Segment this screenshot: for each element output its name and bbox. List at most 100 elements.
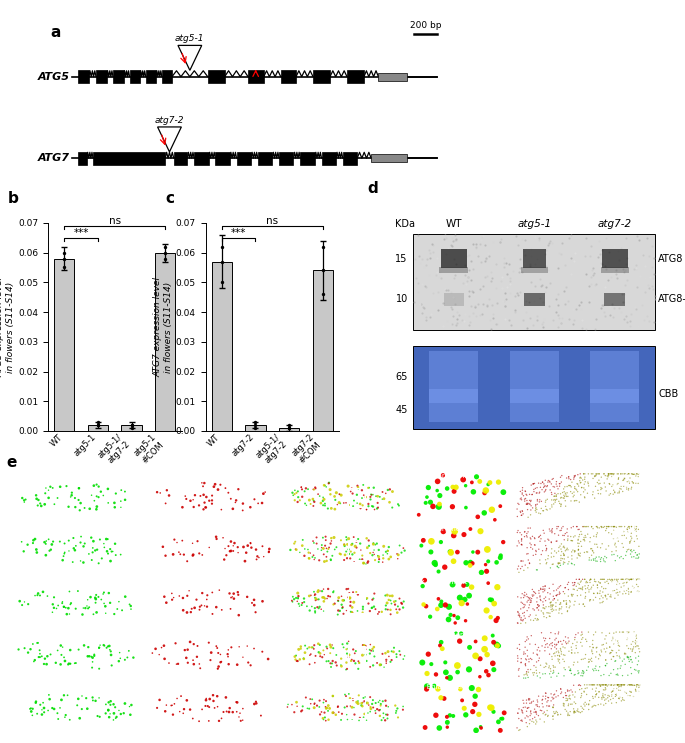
Bar xyxy=(93,152,165,164)
Bar xyxy=(300,152,314,164)
Point xyxy=(574,520,585,532)
Point xyxy=(534,399,545,411)
Point xyxy=(470,222,481,234)
Point xyxy=(656,556,667,568)
Point xyxy=(676,293,685,305)
Point xyxy=(465,441,476,453)
Point xyxy=(625,501,636,513)
Point xyxy=(646,496,657,507)
Point xyxy=(662,234,673,246)
Point xyxy=(610,418,621,430)
Point xyxy=(407,510,418,522)
Point xyxy=(676,459,685,471)
Point xyxy=(637,302,648,314)
Point xyxy=(551,471,562,483)
Point xyxy=(653,348,664,360)
Point xyxy=(677,301,685,313)
Point xyxy=(513,500,524,512)
Point xyxy=(663,220,674,232)
Point xyxy=(654,401,665,413)
Point xyxy=(406,472,417,484)
Point xyxy=(471,284,482,296)
Point xyxy=(658,245,669,257)
Point xyxy=(582,482,593,494)
Point xyxy=(680,346,685,358)
Point xyxy=(664,251,675,263)
Point xyxy=(622,478,633,490)
Bar xyxy=(342,152,357,164)
Point xyxy=(287,474,298,486)
Point xyxy=(658,593,669,605)
Point xyxy=(565,314,576,326)
Text: rs=0.06: rs=0.06 xyxy=(610,638,641,647)
Bar xyxy=(590,389,639,403)
Point xyxy=(300,539,311,551)
Point xyxy=(660,270,671,282)
Point xyxy=(634,482,645,494)
Point xyxy=(603,414,614,426)
Point xyxy=(679,467,685,479)
Point xyxy=(537,337,548,349)
Point xyxy=(628,315,639,327)
Point xyxy=(630,519,640,531)
Point xyxy=(593,182,603,194)
Point xyxy=(397,270,408,282)
Point xyxy=(436,428,447,440)
Point xyxy=(369,436,380,448)
Text: UBQ-GFP-ATG5: UBQ-GFP-ATG5 xyxy=(10,473,62,479)
Point xyxy=(414,450,425,462)
Point xyxy=(632,495,643,507)
Point xyxy=(628,418,639,430)
Point xyxy=(584,320,595,332)
Point xyxy=(489,234,500,246)
Point xyxy=(671,373,682,385)
Point xyxy=(646,403,657,415)
Point xyxy=(682,409,685,421)
Point xyxy=(323,463,334,475)
Point xyxy=(670,318,681,330)
Point xyxy=(608,308,619,320)
Text: rp=0.32: rp=0.32 xyxy=(610,526,641,535)
Point xyxy=(410,502,421,513)
Point xyxy=(664,285,675,297)
Point xyxy=(681,321,685,333)
Bar xyxy=(414,235,655,330)
Point xyxy=(185,354,196,366)
Point xyxy=(514,356,525,368)
Text: rp=0.71: rp=0.71 xyxy=(610,473,641,482)
Point xyxy=(488,239,499,251)
Y-axis label: ATG5 expression level
in flowers (S11-S14): ATG5 expression level in flowers (S11-S1… xyxy=(0,277,15,377)
Point xyxy=(658,324,669,336)
Point xyxy=(494,434,505,446)
Point xyxy=(403,314,414,325)
Text: UBQ-GFP-ATG5: UBQ-GFP-ATG5 xyxy=(10,684,62,690)
Point xyxy=(664,361,675,373)
Text: 65: 65 xyxy=(395,372,408,382)
Polygon shape xyxy=(178,45,202,71)
Point xyxy=(587,404,598,416)
Point xyxy=(584,395,595,407)
Point xyxy=(456,322,467,334)
Point xyxy=(611,189,622,201)
Text: rp=0.07: rp=0.07 xyxy=(610,632,641,640)
Point xyxy=(660,192,671,204)
Point xyxy=(469,313,479,325)
Bar xyxy=(78,71,89,83)
Point xyxy=(351,307,362,319)
Point xyxy=(503,325,514,337)
Point xyxy=(597,471,608,483)
Point xyxy=(606,359,616,371)
Point xyxy=(482,473,493,484)
Point xyxy=(641,251,652,263)
Point xyxy=(627,418,638,430)
Text: UBQ-mCherry-ATG7: UBQ-mCherry-ATG7 xyxy=(145,473,214,479)
Point xyxy=(673,532,684,544)
Point xyxy=(638,610,649,622)
Point xyxy=(283,364,294,376)
Bar xyxy=(602,249,627,267)
Point xyxy=(447,199,458,211)
Text: Merged: Merged xyxy=(281,632,307,637)
Point xyxy=(575,345,586,357)
Bar xyxy=(523,293,545,306)
Point xyxy=(537,217,548,229)
